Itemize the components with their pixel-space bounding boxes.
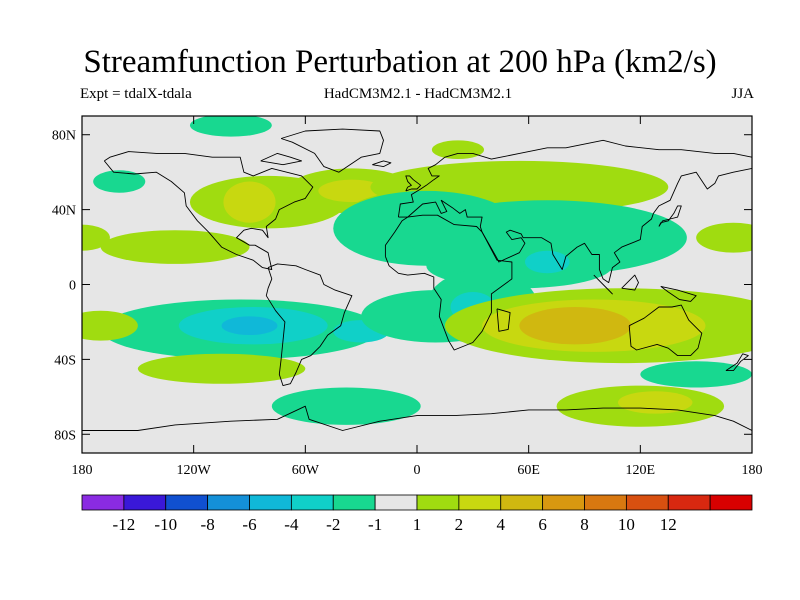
colorbar-label: 1 [413, 515, 422, 534]
contour-region-12 [524, 250, 570, 274]
coastline-8 [658, 205, 682, 227]
contour-fill-layer [82, 116, 752, 427]
colorbar-label: 10 [618, 515, 635, 534]
coastline-6 [82, 405, 752, 431]
y-tick-label: 40S [54, 353, 76, 368]
coastline-9 [593, 274, 613, 295]
colorbar-swatch [416, 494, 460, 511]
colorbar-swatch [458, 494, 502, 511]
colorbar-swatch [165, 494, 209, 511]
colorbar-swatch [290, 494, 334, 511]
contour-region-29 [640, 361, 752, 388]
colorbar-swatch [542, 494, 585, 511]
coastline-0 [103, 151, 314, 270]
contour-region-15 [100, 230, 250, 264]
coastline-4 [628, 304, 703, 357]
contour-region-28 [519, 306, 632, 345]
contour-region-2 [93, 170, 146, 193]
y-tick-label: 80S [54, 428, 76, 443]
contour-region-6 [318, 179, 386, 203]
colorbar-label: 4 [497, 515, 506, 534]
x-tick-label: 0 [414, 463, 421, 478]
colorbar-swatch [667, 494, 711, 511]
x-tick-label: 60E [517, 463, 540, 478]
contour-region-0 [189, 116, 272, 137]
colorbar-label: -4 [284, 515, 299, 534]
colorbar-swatch [249, 494, 292, 511]
coastline-12 [496, 308, 511, 332]
colorbar-swatch [207, 494, 250, 511]
coastline-7 [405, 175, 422, 192]
colorbar-swatch [81, 494, 125, 511]
coastline-15 [372, 160, 392, 168]
colorbar-label: -10 [154, 515, 177, 534]
colorbar-label: 12 [660, 515, 677, 534]
experiment-label: Expt = tdalX-tdala [80, 86, 192, 102]
contour-region-20 [82, 310, 138, 341]
coastline-13 [725, 353, 749, 372]
colorbar: -12 -10 -8 -6 -4 -2 -1 1 2 4 6 8 10 12 [81, 494, 753, 534]
x-tick-label: 120W [177, 463, 212, 478]
colorbar-label: 2 [455, 515, 464, 534]
colorbar-label: 6 [538, 515, 547, 534]
contour-region-13 [696, 222, 752, 253]
colorbar-swatch [500, 494, 544, 511]
colorbar-swatch [709, 494, 753, 511]
coastline-layer [82, 128, 752, 431]
y-axis: 80N 40N 0 40S 80S [52, 129, 752, 443]
coastline-3 [397, 139, 752, 284]
model-label: HadCM3M2.1 - HadCM3M2.1 [323, 86, 513, 102]
y-tick-label: 0 [69, 279, 76, 294]
y-tick-label: 40N [52, 204, 76, 219]
contour-region-1 [431, 140, 485, 160]
contour-region-4 [223, 181, 276, 223]
colorbar-label: -6 [242, 515, 256, 534]
x-tick-label: 120E [626, 463, 656, 478]
coastline-14 [260, 152, 303, 166]
contour-region-22 [271, 387, 421, 425]
coastline-1 [265, 263, 353, 387]
colorbar-label: 8 [580, 515, 589, 534]
x-axis: 180 120W 60W 0 60E 120E 180 [72, 116, 763, 478]
colorbar-label: -1 [368, 515, 382, 534]
x-tick-label: 60W [292, 463, 320, 478]
season-label: JJA [731, 86, 754, 102]
colorbar-swatch [332, 494, 376, 511]
colorbar-swatch [584, 494, 627, 511]
colorbar-swatch [625, 494, 669, 511]
colorbar-swatch [374, 494, 418, 511]
contour-region-21 [137, 353, 306, 384]
coastline-2 [384, 214, 513, 351]
contour-region-18 [221, 316, 278, 336]
colorbar-label: -8 [201, 515, 215, 534]
coastline-10 [621, 274, 639, 291]
x-tick-label: 180 [742, 463, 763, 478]
x-tick-label: 180 [72, 463, 93, 478]
colorbar-swatch [123, 494, 167, 511]
chart-title: Streamfunction Perturbation at 200 hPa (… [83, 44, 717, 80]
colorbar-label: -12 [113, 515, 136, 534]
y-tick-label: 80N [52, 129, 76, 144]
coastline-5 [280, 128, 384, 173]
coastline-11 [660, 285, 697, 302]
colorbar-label: -2 [326, 515, 340, 534]
